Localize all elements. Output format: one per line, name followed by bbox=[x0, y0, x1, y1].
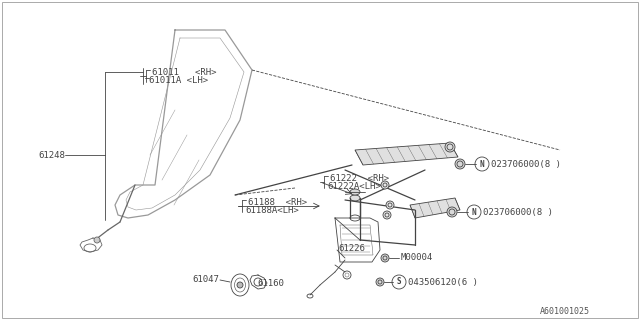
Ellipse shape bbox=[350, 215, 360, 221]
Text: N: N bbox=[472, 207, 476, 217]
Circle shape bbox=[445, 142, 455, 152]
Text: 61222A<LH>: 61222A<LH> bbox=[327, 181, 381, 190]
Text: 023706000(8 ): 023706000(8 ) bbox=[491, 159, 561, 169]
Circle shape bbox=[383, 211, 391, 219]
Circle shape bbox=[447, 207, 457, 217]
Text: N: N bbox=[480, 159, 484, 169]
Text: 61188A<LH>: 61188A<LH> bbox=[245, 205, 299, 214]
Text: 61226: 61226 bbox=[338, 244, 365, 252]
Ellipse shape bbox=[350, 189, 360, 195]
Text: 043506120(6 ): 043506120(6 ) bbox=[408, 277, 478, 286]
Text: A601001025: A601001025 bbox=[540, 307, 590, 316]
Text: 023706000(8 ): 023706000(8 ) bbox=[483, 207, 553, 217]
Circle shape bbox=[386, 201, 394, 209]
Text: M00004: M00004 bbox=[401, 253, 433, 262]
Text: S: S bbox=[397, 277, 401, 286]
Circle shape bbox=[455, 159, 465, 169]
Circle shape bbox=[381, 181, 389, 189]
Text: 61160: 61160 bbox=[257, 279, 284, 289]
Polygon shape bbox=[355, 143, 458, 165]
Polygon shape bbox=[410, 198, 460, 218]
Circle shape bbox=[376, 278, 384, 286]
Text: 61248: 61248 bbox=[38, 150, 65, 159]
Text: 61011   <RH>: 61011 <RH> bbox=[152, 68, 216, 76]
Text: 61188  <RH>: 61188 <RH> bbox=[248, 197, 307, 206]
Text: 61047: 61047 bbox=[192, 276, 219, 284]
Text: 61222  <RH>: 61222 <RH> bbox=[330, 173, 389, 182]
Circle shape bbox=[381, 254, 389, 262]
Circle shape bbox=[94, 237, 100, 243]
Ellipse shape bbox=[350, 195, 360, 201]
Circle shape bbox=[237, 282, 243, 288]
Text: 61011A <LH>: 61011A <LH> bbox=[149, 76, 208, 84]
